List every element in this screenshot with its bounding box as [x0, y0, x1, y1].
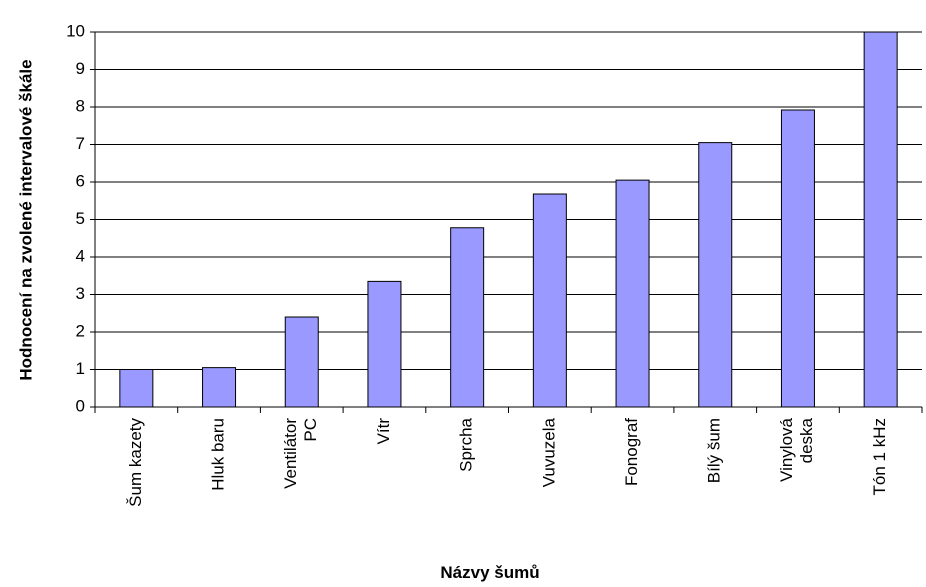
y-tick-label: 4: [76, 246, 85, 265]
x-tick-label: VentilátorPC: [281, 418, 320, 489]
y-tick-label: 0: [76, 396, 85, 415]
bar: [367, 280, 402, 408]
y-tick-label: 2: [76, 321, 85, 340]
x-tick-label: Tón 1 kHz: [870, 418, 889, 495]
y-tick-label: 6: [76, 171, 85, 190]
bar: [202, 367, 237, 408]
x-tick-label: Vuvuzela: [539, 417, 558, 487]
y-tick-label: 8: [76, 96, 85, 115]
y-tick-label: 10: [66, 21, 85, 40]
y-tick-label: 7: [76, 134, 85, 153]
x-tick-label: Fonograf: [622, 418, 641, 486]
bar: [863, 31, 898, 408]
bar: [450, 227, 485, 408]
bar: [119, 369, 154, 408]
bar: [780, 109, 815, 408]
bar: [532, 193, 567, 408]
y-tick-label: 9: [76, 59, 85, 78]
y-axis-title: Hodnocení na zvolené intervalové škále: [16, 59, 35, 380]
x-tick-label: Vítr: [374, 418, 393, 445]
x-tick-label: Hluk baru: [209, 418, 228, 491]
y-tick-label: 1: [76, 359, 85, 378]
bar: [698, 142, 733, 408]
bar: [284, 316, 319, 408]
x-tick-label: Bílý šum: [705, 418, 724, 483]
bar: [615, 179, 650, 408]
y-tick-label: 3: [76, 284, 85, 303]
y-tick-label: 5: [76, 209, 85, 228]
x-axis-title: Názvy šumů: [440, 563, 539, 582]
x-tick-label: Sprcha: [457, 417, 476, 471]
x-tick-label: Šum kazety: [126, 418, 145, 507]
x-tick-label: Vinylovádeska: [777, 417, 816, 481]
